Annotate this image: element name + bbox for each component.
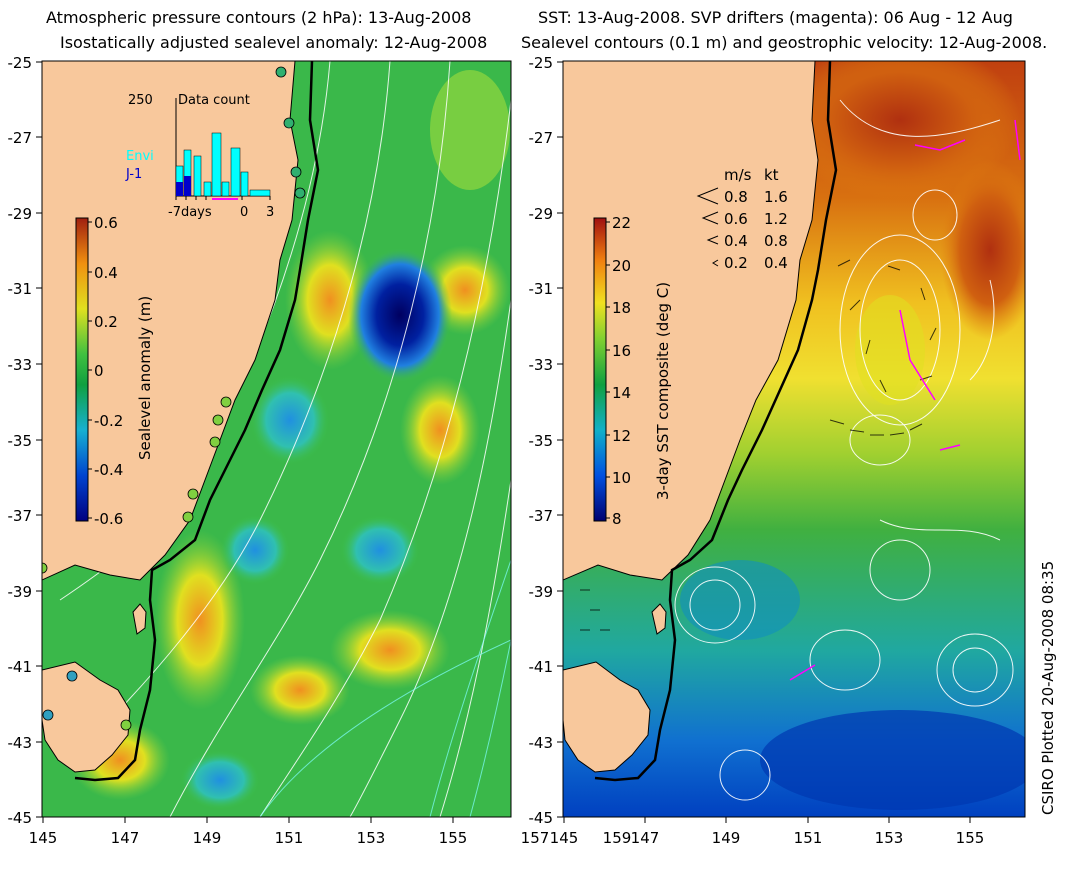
- left-y-tick: -39: [8, 583, 33, 601]
- right-colorbar: [593, 217, 607, 522]
- inset-legend-j1: J-1: [125, 167, 142, 182]
- velocity-key-ms: 0.6: [724, 210, 748, 228]
- right-y-tick: -33: [529, 356, 554, 374]
- inset-xlabel: 0: [240, 205, 248, 220]
- right-y-tick: -45: [529, 809, 554, 827]
- right-x-tick: 151: [794, 829, 823, 847]
- left-y-tick: -43: [8, 734, 33, 752]
- left-x-tick: 157: [521, 829, 550, 847]
- right-x-tick: 153: [875, 829, 904, 847]
- left-y-tick: -29: [8, 205, 33, 223]
- right-y-tick: -25: [529, 54, 554, 72]
- left-x-tick: 155: [439, 829, 468, 847]
- velocity-key-ms: 0.4: [724, 232, 748, 250]
- right-cb-tick: 20: [612, 257, 631, 275]
- velocity-key-kt: 0.8: [764, 232, 788, 250]
- right-y-tick: -31: [529, 280, 554, 298]
- right-cb-tick: 14: [612, 384, 631, 402]
- inset-ymax-label: 250: [128, 93, 153, 108]
- right-y-tick: -39: [529, 583, 554, 601]
- left-colorbar: [75, 217, 89, 522]
- left-title-line1: Atmospheric pressure contours (2 hPa): 1…: [46, 8, 472, 27]
- right-cb-tick: 18: [612, 299, 631, 317]
- right-title-line2: Sealevel contours (0.1 m) and geostrophi…: [521, 33, 1048, 52]
- inset-xlabel: 3: [266, 205, 274, 220]
- left-cb-tick: 0.6: [94, 214, 118, 232]
- inset-xlabel: -7days: [168, 205, 212, 220]
- left-cb-tick: -0.6: [94, 510, 123, 528]
- left-cb-tick: -0.2: [94, 412, 123, 430]
- right-cb-tick: 22: [612, 214, 631, 232]
- left-cb-tick: 0: [94, 362, 104, 380]
- inset-legend-envi: Envi: [126, 149, 154, 164]
- data-count-inset: [175, 98, 271, 200]
- right-x-tick: 149: [712, 829, 741, 847]
- left-colorbar-label: Sealevel anomaly (m): [136, 296, 154, 460]
- left-y-tick: -25: [8, 54, 33, 72]
- left-x-tick: 145: [29, 829, 58, 847]
- right-y-tick: -29: [529, 205, 554, 223]
- right-x-tick: 145: [550, 829, 579, 847]
- right-tasmania: [563, 661, 651, 773]
- right-y-tick: -27: [529, 129, 554, 147]
- right-y-tick: -43: [529, 734, 554, 752]
- right-x-tick: 155: [956, 829, 985, 847]
- left-y-tick: -45: [8, 809, 33, 827]
- left-y-tick: -31: [8, 280, 33, 298]
- right-land: [563, 61, 819, 581]
- left-cb-tick: 0.4: [94, 264, 118, 282]
- inset-title: Data count: [178, 93, 250, 108]
- velocity-key-ms: 0.8: [724, 188, 748, 206]
- left-y-tick: -27: [8, 129, 33, 147]
- left-cb-tick: -0.4: [94, 461, 123, 479]
- velocity-key-kt: 1.2: [764, 210, 788, 228]
- left-map: [42, 61, 511, 817]
- left-x-tick: 153: [357, 829, 386, 847]
- velocity-key: m/s kt 0.8 1.6 0.6 1.2 0.4 0.8 0.2 0.4: [696, 166, 788, 272]
- right-cb-tick: 8: [612, 510, 622, 528]
- left-cb-tick: 0.2: [94, 313, 118, 331]
- right-y-tick: -35: [529, 432, 554, 450]
- right-y-tick: -41: [529, 658, 554, 676]
- credit-text: CSIRO Plotted 20-Aug-2008 08:35: [1039, 561, 1057, 815]
- left-x-tick: 159: [603, 829, 632, 847]
- left-x-tick: 151: [275, 829, 304, 847]
- right-cb-tick: 16: [612, 342, 631, 360]
- velocity-key-kt: 1.6: [764, 188, 788, 206]
- left-tasmania: [42, 661, 131, 773]
- left-y-tick: -41: [8, 658, 33, 676]
- velocity-key-ms: 0.2: [724, 254, 748, 272]
- right-title-line1: SST: 13-Aug-2008. SVP drifters (magenta)…: [538, 8, 1013, 27]
- right-colorbar-label: 3-day SST composite (deg C): [654, 282, 672, 500]
- right-x-tick: 147: [631, 829, 660, 847]
- left-y-tick: -35: [8, 432, 33, 450]
- left-x-tick: 149: [193, 829, 222, 847]
- velocity-key-kt: 0.4: [764, 254, 788, 272]
- velocity-key-header-kt: kt: [764, 166, 779, 184]
- right-cb-tick: 12: [612, 427, 631, 445]
- left-y-tick: -37: [8, 507, 33, 525]
- right-map: [563, 61, 1025, 817]
- right-cb-tick: 10: [612, 469, 631, 487]
- left-title-line2: Isostatically adjusted sealevel anomaly:…: [60, 33, 488, 52]
- left-x-tick: 147: [111, 829, 140, 847]
- left-y-tick: -33: [8, 356, 33, 374]
- right-y-tick: -37: [529, 507, 554, 525]
- velocity-key-header-ms: m/s: [724, 166, 752, 184]
